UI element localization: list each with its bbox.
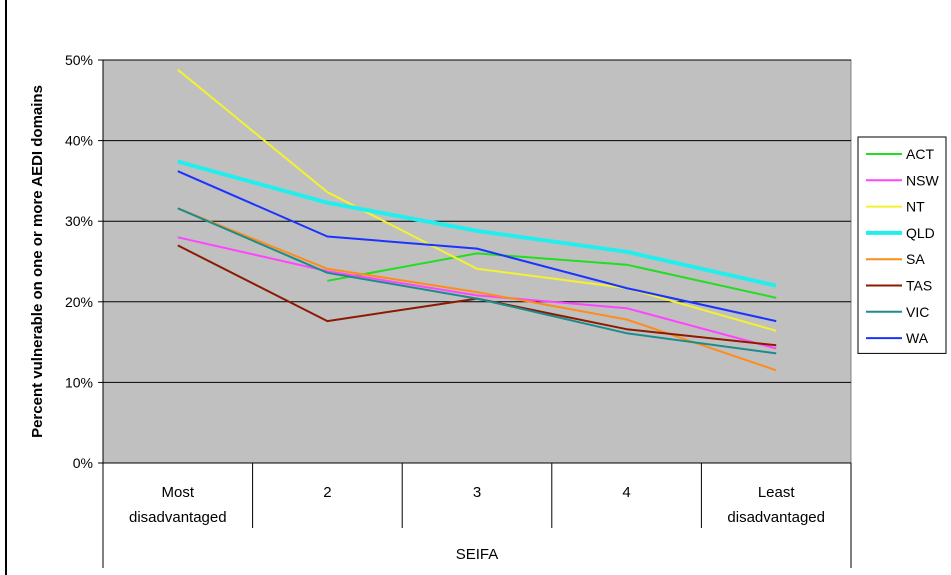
y-tick-label: 10% bbox=[65, 374, 93, 390]
y-tick-label: 50% bbox=[65, 52, 93, 68]
x-tick-label: disadvantaged bbox=[129, 509, 227, 526]
legend-label-qld: QLD bbox=[906, 225, 935, 241]
y-tick-label: 40% bbox=[65, 133, 93, 149]
y-tick-label: 0% bbox=[73, 455, 93, 471]
series-line-vic bbox=[177, 207, 777, 355]
y-axis-ticks: 0% 10% 20% 30% 40% 50% bbox=[65, 52, 104, 471]
series-line-wa bbox=[177, 170, 777, 323]
x-tick-label: Least bbox=[758, 484, 796, 501]
series-lines bbox=[177, 68, 777, 372]
legend-label-sa: SA bbox=[906, 251, 925, 267]
x-tick-label: disadvantaged bbox=[727, 509, 825, 526]
gridlines bbox=[103, 59, 851, 383]
x-tick-label: 4 bbox=[622, 484, 630, 501]
legend-label-vic: VIC bbox=[906, 304, 929, 320]
series-line-act bbox=[327, 252, 777, 299]
x-axis-label: SEIFA bbox=[456, 546, 499, 563]
legend-label-nsw: NSW bbox=[906, 172, 939, 188]
y-axis-label: Percent vulnerable on one or more AEDI d… bbox=[29, 85, 46, 438]
x-tick-label: 3 bbox=[473, 484, 481, 501]
legend-label-nt: NT bbox=[906, 199, 925, 215]
legend: ACT NSW NT QLD SA TAS VIC WA bbox=[857, 136, 947, 354]
legend-label-wa: WA bbox=[906, 330, 929, 346]
x-tick-label: Most bbox=[162, 484, 195, 501]
legend-label-tas: TAS bbox=[906, 278, 932, 294]
plot-area bbox=[102, 59, 852, 464]
x-axis: Most disadvantaged 2 3 4 Least disadvantaged bbox=[102, 462, 852, 568]
series-line-nt bbox=[177, 68, 777, 332]
series-line-sa bbox=[177, 207, 777, 372]
series-line-nsw bbox=[177, 236, 777, 350]
series-line-qld bbox=[177, 159, 777, 288]
y-tick-label: 20% bbox=[65, 294, 93, 310]
legend-box bbox=[857, 136, 947, 354]
y-tick-label: 30% bbox=[65, 213, 93, 229]
legend-label-act: ACT bbox=[906, 146, 934, 162]
x-tick-label: 2 bbox=[323, 484, 331, 501]
